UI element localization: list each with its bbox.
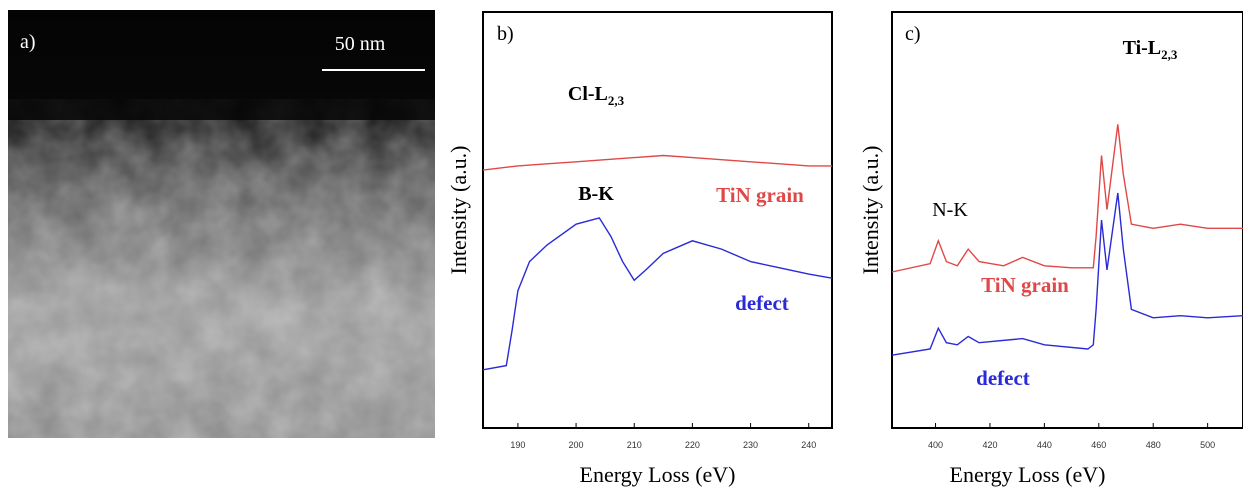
- x-tick-label: 210: [627, 440, 642, 450]
- micrograph-texture: [8, 130, 435, 438]
- series-label: TiN grain: [716, 183, 804, 207]
- x-tick-label: 200: [569, 440, 584, 450]
- annotation-text: B-K: [578, 183, 614, 205]
- annotation-text: N-K: [932, 199, 968, 221]
- y-axis-label: Intensity (a.u.): [446, 146, 471, 275]
- x-tick-label: 480: [1146, 440, 1161, 450]
- series-label: defect: [735, 291, 789, 315]
- annotation-text: Ti-L: [1123, 37, 1162, 59]
- x-tick-label: 220: [685, 440, 700, 450]
- annotation-subscript: 2,3: [1161, 47, 1178, 62]
- x-tick-label: 440: [1037, 440, 1052, 450]
- micrograph-vacuum: [8, 10, 435, 120]
- panel-label: b): [497, 23, 514, 45]
- x-tick-label: 400: [928, 440, 943, 450]
- spectrum-line: [482, 154, 832, 171]
- series-label: TiN grain: [981, 273, 1069, 297]
- x-axis-label: Energy Loss (eV): [950, 462, 1106, 487]
- series-label: defect: [976, 366, 1030, 390]
- annotation: Ti-L2,3: [1123, 37, 1178, 62]
- plot-frame: [891, 11, 1243, 429]
- annotation-subscript: 2,3: [608, 93, 625, 108]
- y-axis-label: Intensity (a.u.): [858, 146, 883, 275]
- x-tick-label: 420: [982, 440, 997, 450]
- spectrum-line: [891, 192, 1243, 356]
- spectrum-line: [891, 124, 1243, 273]
- scale-bar-label: 50 nm: [335, 33, 386, 55]
- annotation: Cl-L2,3: [568, 83, 625, 108]
- annotation: B-K: [578, 183, 614, 205]
- panel-label: c): [905, 23, 921, 45]
- image-panel: a) 50 nm: [8, 10, 435, 438]
- panel-label: a): [20, 31, 36, 53]
- x-tick-label: 190: [510, 440, 525, 450]
- plot-frame: [482, 11, 833, 429]
- annotation: N-K: [932, 199, 968, 221]
- spectrum-line: [482, 217, 833, 371]
- annotation-text: Cl-L: [568, 83, 608, 105]
- x-tick-label: 500: [1200, 440, 1215, 450]
- x-tick-label: 460: [1091, 440, 1106, 450]
- x-tick-label: 240: [801, 440, 816, 450]
- x-axis-label: Energy Loss (eV): [580, 462, 736, 487]
- x-tick-label: 230: [743, 440, 758, 450]
